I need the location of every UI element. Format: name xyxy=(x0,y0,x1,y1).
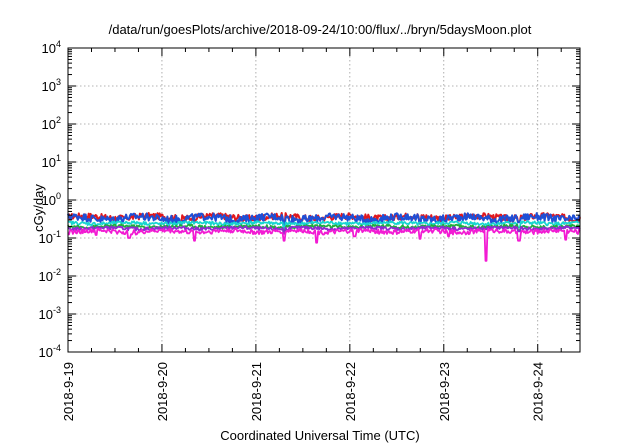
y-tick-label: 103 xyxy=(42,77,61,94)
x-axis-label: Coordinated Universal Time (UTC) xyxy=(220,428,420,443)
y-tick-label: 102 xyxy=(42,115,61,132)
series-lines xyxy=(67,212,581,262)
y-tick-label: 10-1 xyxy=(39,229,61,246)
y-tick-label: 101 xyxy=(42,153,61,170)
chart-title: /data/run/goesPlots/archive/2018-09-24/1… xyxy=(108,22,532,37)
x-tick-label: 2018-9-19 xyxy=(61,362,76,421)
grid xyxy=(68,48,580,352)
x-tick-label: 2018-9-22 xyxy=(343,362,358,421)
x-tick-label: 2018-9-24 xyxy=(531,362,546,421)
y-tick-label: 100 xyxy=(42,191,61,208)
series-line-6 xyxy=(67,227,581,262)
x-tick-label: 2018-9-21 xyxy=(249,362,264,421)
y-axis-ticks: 10-4 10-3 10-2 10-1 100 101 102 103 104 xyxy=(39,39,580,360)
series-line-3 xyxy=(67,220,581,231)
y-tick-label: 104 xyxy=(42,39,61,56)
x-axis-ticks: 2018-9-19 2018-9-20 2018-9-21 2018-9-22 2018… xyxy=(61,48,562,421)
y-tick-label: 10-4 xyxy=(39,343,61,360)
series-line-2 xyxy=(67,212,581,227)
y-axis-label: cGy/day xyxy=(31,184,46,232)
y-tick-label: 10-3 xyxy=(39,305,61,322)
x-tick-label: 2018-9-20 xyxy=(155,362,170,421)
x-tick-label: 2018-9-23 xyxy=(437,362,452,421)
y-tick-label: 10-2 xyxy=(39,267,61,284)
